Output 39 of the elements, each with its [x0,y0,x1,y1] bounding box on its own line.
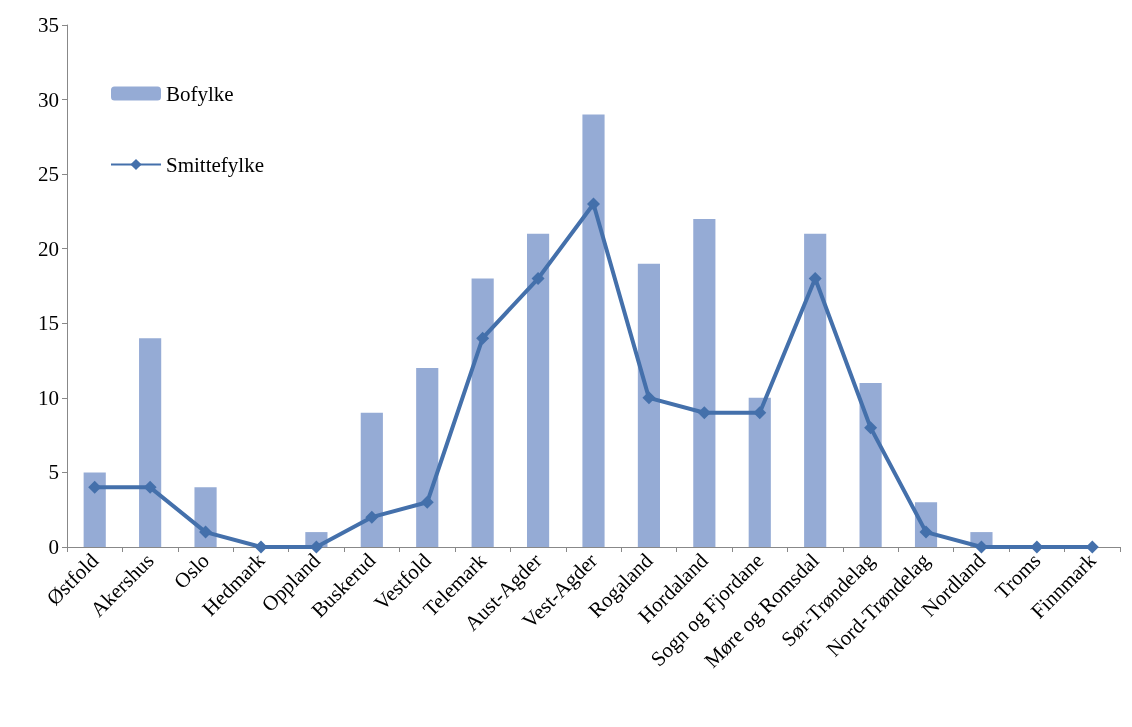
point [808,272,822,286]
y-tick-label: 25 [38,162,59,187]
bar [804,233,827,547]
bar [360,412,383,547]
legend-label: Bofylke [166,81,234,106]
bar [637,263,661,547]
bar [582,114,605,547]
y-tick-label: 30 [38,87,59,112]
point [254,540,268,554]
bar [416,368,439,547]
point [1030,540,1044,554]
point [420,495,434,509]
point [697,406,711,420]
point [143,480,157,494]
point [88,480,102,494]
bar [693,218,716,547]
legend-label: Smittefylke [166,152,264,177]
point [919,525,933,539]
point [642,391,656,405]
point [864,421,878,435]
point [199,525,213,539]
point [531,272,545,286]
bar [526,233,550,547]
bar [859,382,882,547]
point [753,406,767,420]
bar [139,338,162,547]
point [476,331,490,345]
y-tick-label: 5 [48,460,59,485]
y-tick-label: 20 [38,236,59,261]
y-tick-label: 15 [38,311,59,336]
y-tick-label: 35 [38,13,59,37]
bar [83,472,106,547]
bar [748,397,771,547]
bar [471,278,494,547]
y-tick-label: 0 [48,535,59,559]
point [587,197,600,211]
y-tick-label: 10 [38,385,59,410]
point [365,510,379,524]
point [974,540,988,554]
